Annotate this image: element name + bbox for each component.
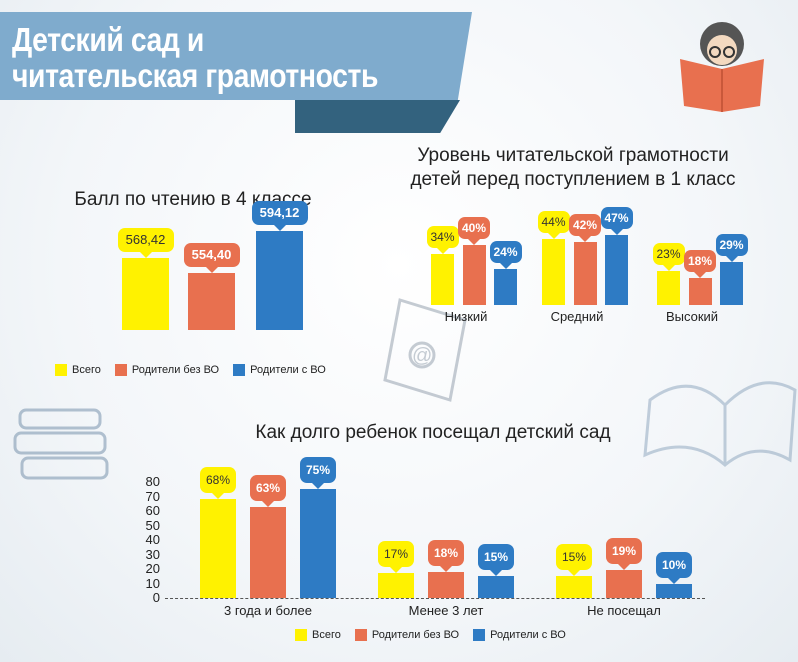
category-label: Высокий bbox=[665, 309, 719, 324]
y-tick: 30 bbox=[145, 546, 160, 562]
bar bbox=[542, 239, 565, 305]
y-tick: 40 bbox=[145, 532, 160, 547]
data-label: 40% bbox=[458, 217, 490, 245]
data-label: 15% bbox=[556, 544, 592, 577]
category-label: Низкий bbox=[444, 309, 488, 324]
legend-item: Родители без ВО bbox=[114, 364, 220, 377]
bar bbox=[657, 270, 680, 305]
bar bbox=[605, 234, 628, 305]
bar bbox=[200, 499, 236, 598]
chart3-title: Как долго ребенок посещал детский сад bbox=[255, 422, 611, 443]
data-label: 23% bbox=[652, 242, 685, 271]
data-label: 594,12 bbox=[251, 201, 308, 232]
category-label: 3 года и более bbox=[224, 603, 312, 618]
books-icon bbox=[13, 408, 109, 480]
legend-item: Родители с ВО bbox=[473, 629, 566, 642]
data-label: 17% bbox=[378, 541, 414, 574]
y-tick: 10 bbox=[145, 575, 160, 591]
legend-swatch bbox=[55, 364, 67, 377]
page-title: Детский сад и читательская грамотность bbox=[12, 22, 378, 94]
chart2-title-line2: детей перед поступлением в 1 класс bbox=[410, 169, 736, 190]
y-tick: 80 bbox=[145, 474, 160, 489]
y-tick: 70 bbox=[145, 488, 160, 504]
bar bbox=[688, 278, 712, 305]
data-label: 75% bbox=[300, 457, 336, 490]
legend-label: Всего bbox=[312, 629, 341, 641]
legend-label: Всего bbox=[72, 364, 101, 376]
legend-item: Всего bbox=[295, 629, 341, 642]
data-label: 44% bbox=[537, 211, 570, 239]
bar bbox=[720, 261, 743, 305]
bar bbox=[250, 506, 286, 598]
bar bbox=[256, 231, 303, 330]
banner-fold bbox=[295, 100, 460, 133]
data-label: 15% bbox=[478, 544, 514, 577]
bar bbox=[122, 258, 169, 330]
legend-item: Родители без ВО bbox=[354, 629, 460, 642]
svg-text:@: @ bbox=[412, 345, 432, 367]
legend-label: Родители с ВО bbox=[250, 364, 326, 376]
bar bbox=[573, 242, 597, 305]
legend-label: Родители с ВО bbox=[490, 629, 566, 641]
bar bbox=[462, 245, 486, 305]
y-tick: 50 bbox=[145, 517, 160, 533]
bar bbox=[478, 576, 514, 598]
legend-swatch bbox=[114, 364, 127, 377]
bar bbox=[556, 576, 592, 598]
reader-icon bbox=[680, 22, 764, 112]
email-book-icon: @ bbox=[383, 298, 467, 402]
bar bbox=[431, 254, 454, 305]
bar bbox=[378, 573, 414, 598]
bar bbox=[300, 489, 336, 598]
legend-swatch bbox=[233, 364, 246, 377]
bar bbox=[606, 570, 642, 598]
legend-item: Всего bbox=[55, 364, 101, 377]
category-label: Средний bbox=[550, 309, 604, 324]
data-label: 18% bbox=[684, 250, 716, 278]
title-banner bbox=[0, 12, 472, 100]
category-label: Не посещал bbox=[587, 603, 661, 618]
legend-swatch bbox=[295, 629, 307, 642]
data-label: 24% bbox=[489, 241, 522, 269]
y-tick: 20 bbox=[145, 561, 160, 576]
bar bbox=[656, 583, 692, 598]
legend-label: Родители без ВО bbox=[371, 629, 460, 641]
x-axis bbox=[165, 598, 705, 599]
title-line-1: Детский сад и bbox=[12, 21, 204, 58]
data-label: 18% bbox=[428, 539, 464, 572]
data-label: 42% bbox=[569, 214, 601, 242]
data-label: 47% bbox=[600, 206, 633, 235]
open-book-icon bbox=[643, 381, 797, 467]
legend-swatch bbox=[473, 629, 486, 642]
chart2-title-line1: Уровень читательской грамотности bbox=[417, 145, 729, 166]
data-label: 34% bbox=[426, 226, 459, 254]
data-label: 554,40 bbox=[183, 242, 240, 273]
data-label: 63% bbox=[250, 474, 286, 507]
y-tick: 60 bbox=[145, 503, 160, 518]
data-label: 19% bbox=[606, 538, 642, 571]
title-line-2: читательская грамотность bbox=[12, 57, 378, 94]
legend: Всего Родители без ВО Родители с ВО bbox=[295, 629, 566, 642]
category-label: Менее 3 лет bbox=[408, 603, 484, 618]
legend: Всего Родители без ВО Родители с ВО bbox=[55, 364, 326, 377]
legend-label: Родители без ВО bbox=[131, 364, 220, 376]
legend-swatch bbox=[354, 629, 367, 642]
data-label: 68% bbox=[200, 467, 236, 500]
data-label: 10% bbox=[656, 551, 692, 584]
bar bbox=[188, 272, 235, 330]
y-tick: 0 bbox=[152, 590, 160, 605]
legend-item: Родители с ВО bbox=[233, 364, 326, 377]
data-label: 29% bbox=[715, 233, 748, 262]
bar bbox=[494, 269, 517, 305]
bar bbox=[428, 571, 464, 598]
data-label: 568,42 bbox=[117, 228, 174, 259]
